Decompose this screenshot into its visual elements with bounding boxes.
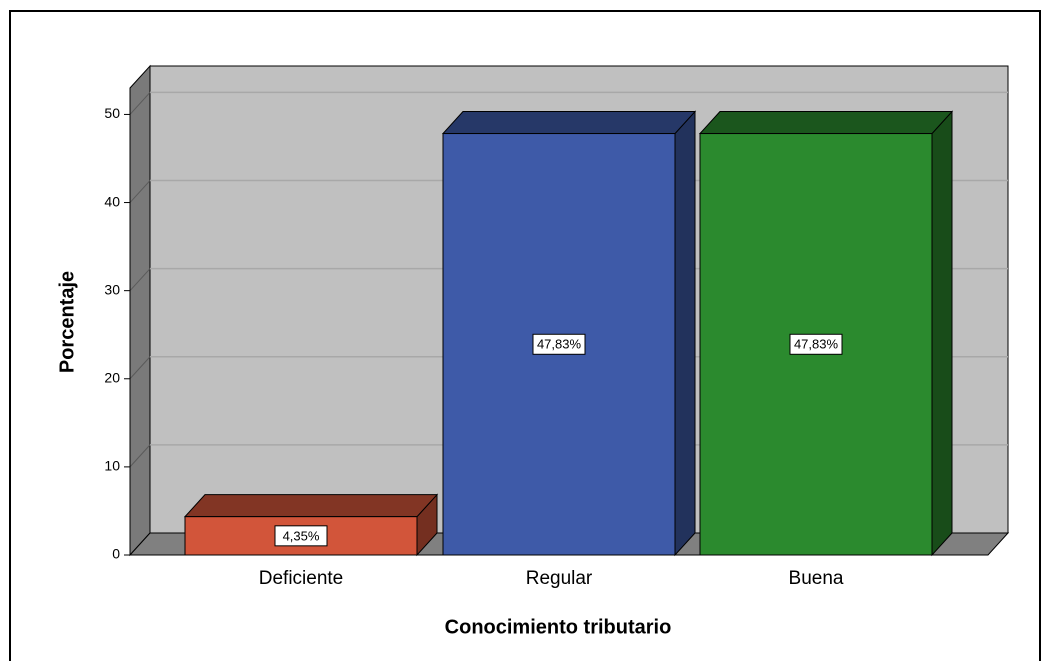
y-tick-label: 30	[104, 281, 120, 297]
grid-line	[129, 444, 151, 468]
y-tick-label: 0	[112, 546, 120, 562]
y-tick-label: 50	[104, 105, 120, 121]
x-tick-label: Deficiente	[259, 568, 344, 589]
side-wall	[129, 64, 151, 557]
y-tick-label: 40	[104, 193, 120, 209]
grid-line	[129, 268, 151, 291]
grid-line	[129, 356, 151, 380]
bar-side	[674, 110, 696, 557]
bar-top	[183, 494, 439, 518]
value-label-box	[532, 333, 586, 355]
y-tick-label: 10	[104, 458, 120, 474]
value-label-box	[274, 525, 328, 547]
value-label: 4,35%	[283, 528, 320, 543]
grid-line	[129, 92, 151, 115]
bar-side	[931, 110, 953, 557]
x-tick-label: Regular	[526, 568, 593, 589]
grid-line	[129, 180, 151, 203]
value-label: 47,83%	[537, 337, 582, 352]
bar-top	[441, 111, 697, 135]
value-label-box	[789, 333, 843, 355]
y-tick-label: 20	[104, 369, 120, 385]
value-label: 47,83%	[794, 337, 839, 352]
bar-top	[698, 111, 954, 135]
x-tick-label: Buena	[789, 568, 844, 589]
y-axis-title: Porcentaje	[56, 271, 78, 373]
x-axis-title: Conocimiento tributario	[445, 616, 672, 638]
